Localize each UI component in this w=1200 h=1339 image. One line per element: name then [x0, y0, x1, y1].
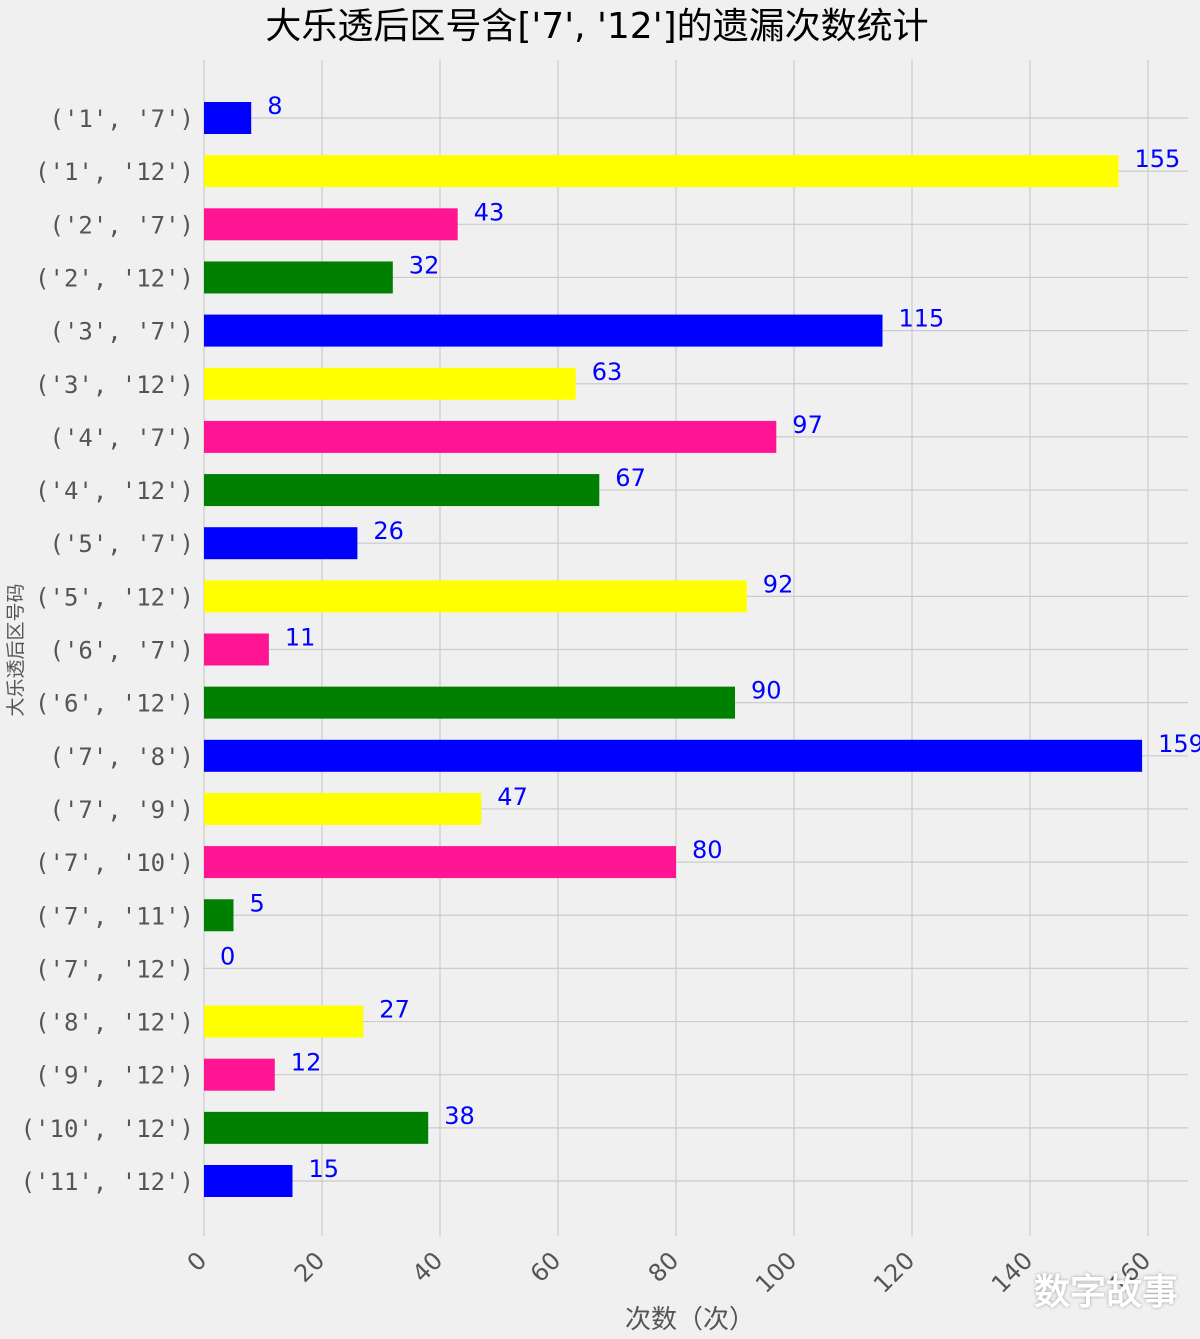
chart-title: 大乐透后区号含['7', '12']的遗漏次数统计 [265, 6, 928, 47]
x-tick-label: 0 [182, 1246, 213, 1277]
bar [204, 261, 393, 294]
bar-value-label: 15 [309, 1155, 340, 1183]
bar [204, 686, 735, 719]
bar [204, 367, 576, 400]
y-tick-label: ('3', '12') [35, 371, 194, 399]
x-tick-label: 140 [986, 1246, 1038, 1298]
bar [204, 792, 482, 825]
x-tick-label: 60 [525, 1246, 566, 1287]
bar [204, 739, 1143, 772]
x-tick-labels: 0 20 40 60 80 100 120 140 160 [182, 1246, 1157, 1298]
bar-value-label: 80 [692, 836, 723, 864]
y-tick-label: ('6', '12') [35, 690, 194, 718]
y-tick-label: ('3', '7') [50, 318, 195, 346]
bar [204, 1165, 293, 1197]
bar [204, 102, 252, 134]
y-tick-label: ('8', '12') [35, 1009, 194, 1037]
bar-value-label: 38 [444, 1102, 475, 1130]
bars [204, 102, 1143, 1197]
y-tick-label: ('6', '7') [50, 637, 195, 665]
bar-value-label: 0 [220, 942, 235, 970]
bar-value-label: 27 [379, 996, 410, 1024]
bar-value-label: 90 [751, 677, 782, 705]
x-tick-label: 80 [643, 1246, 684, 1287]
bar-value-label: 97 [792, 411, 823, 439]
bar-value-label: 63 [592, 358, 623, 386]
bar-value-label: 47 [497, 783, 528, 811]
bar [204, 474, 600, 507]
bar-value-label: 26 [373, 517, 404, 545]
y-tick-label: ('4', '7') [50, 424, 195, 452]
y-tick-label: ('5', '12') [35, 583, 194, 611]
bar-value-label: 115 [899, 305, 945, 333]
y-tick-label: ('5', '7') [50, 530, 195, 558]
y-tick-label: ('1', '12') [35, 158, 194, 186]
bar [204, 314, 883, 347]
y-tick-label: ('11', '12') [21, 1168, 194, 1196]
x-axis-label: 次数（次） [625, 1305, 755, 1335]
bar [204, 899, 234, 932]
bar [204, 1111, 429, 1144]
bar [204, 1005, 364, 1038]
bar-value-label: 5 [250, 889, 265, 917]
bar [204, 580, 747, 613]
x-tick-label: 100 [750, 1246, 802, 1298]
bar [204, 527, 358, 560]
bar-value-label: 155 [1135, 145, 1181, 173]
bar-value-label: 11 [285, 624, 316, 652]
y-tick-label: ('10', '12') [21, 1115, 194, 1143]
bar-value-label: 32 [409, 251, 440, 279]
y-tick-label: ('4', '12') [35, 477, 194, 505]
y-tick-label: ('1', '7') [50, 105, 195, 133]
y-tick-label: ('7', '10') [35, 849, 194, 877]
bar-value-label: 43 [474, 198, 505, 226]
bar-value-label: 67 [615, 464, 646, 492]
bar [204, 155, 1119, 188]
y-tick-label: ('7', '11') [35, 902, 194, 930]
y-tick-label: ('7', '9') [50, 796, 195, 824]
bar [204, 1058, 275, 1091]
y-tick-label: ('9', '12') [35, 1062, 194, 1090]
bar [204, 633, 269, 666]
y-axis-label: 大乐透后区号码 [5, 583, 27, 716]
x-tick-label: 20 [289, 1246, 330, 1287]
y-tick-labels: ('1', '7') ('1', '12') ('2', '7') ('2', '12… [21, 105, 194, 1196]
watermark: 数字故事 [1033, 1272, 1178, 1313]
y-tick-label: ('7', '8') [50, 743, 195, 771]
bar-value-label: 92 [763, 570, 794, 598]
y-tick-label: ('2', '7') [50, 211, 195, 239]
data-labels: 8 155 43 32 115 63 97 67 26 92 11 90 159 47 80 50 27 12 38… [220, 92, 1200, 1183]
bar [204, 420, 777, 453]
bar-value-label: 8 [267, 92, 282, 120]
bar-value-label: 12 [291, 1049, 322, 1077]
x-tick-label: 40 [407, 1246, 448, 1287]
bar [204, 208, 458, 241]
x-tick-label: 120 [868, 1246, 920, 1298]
bar [204, 846, 676, 879]
y-tick-label: ('7', '12') [35, 955, 194, 983]
bar-value-label: 159 [1158, 730, 1200, 758]
y-tick-label: ('2', '12') [35, 264, 194, 292]
